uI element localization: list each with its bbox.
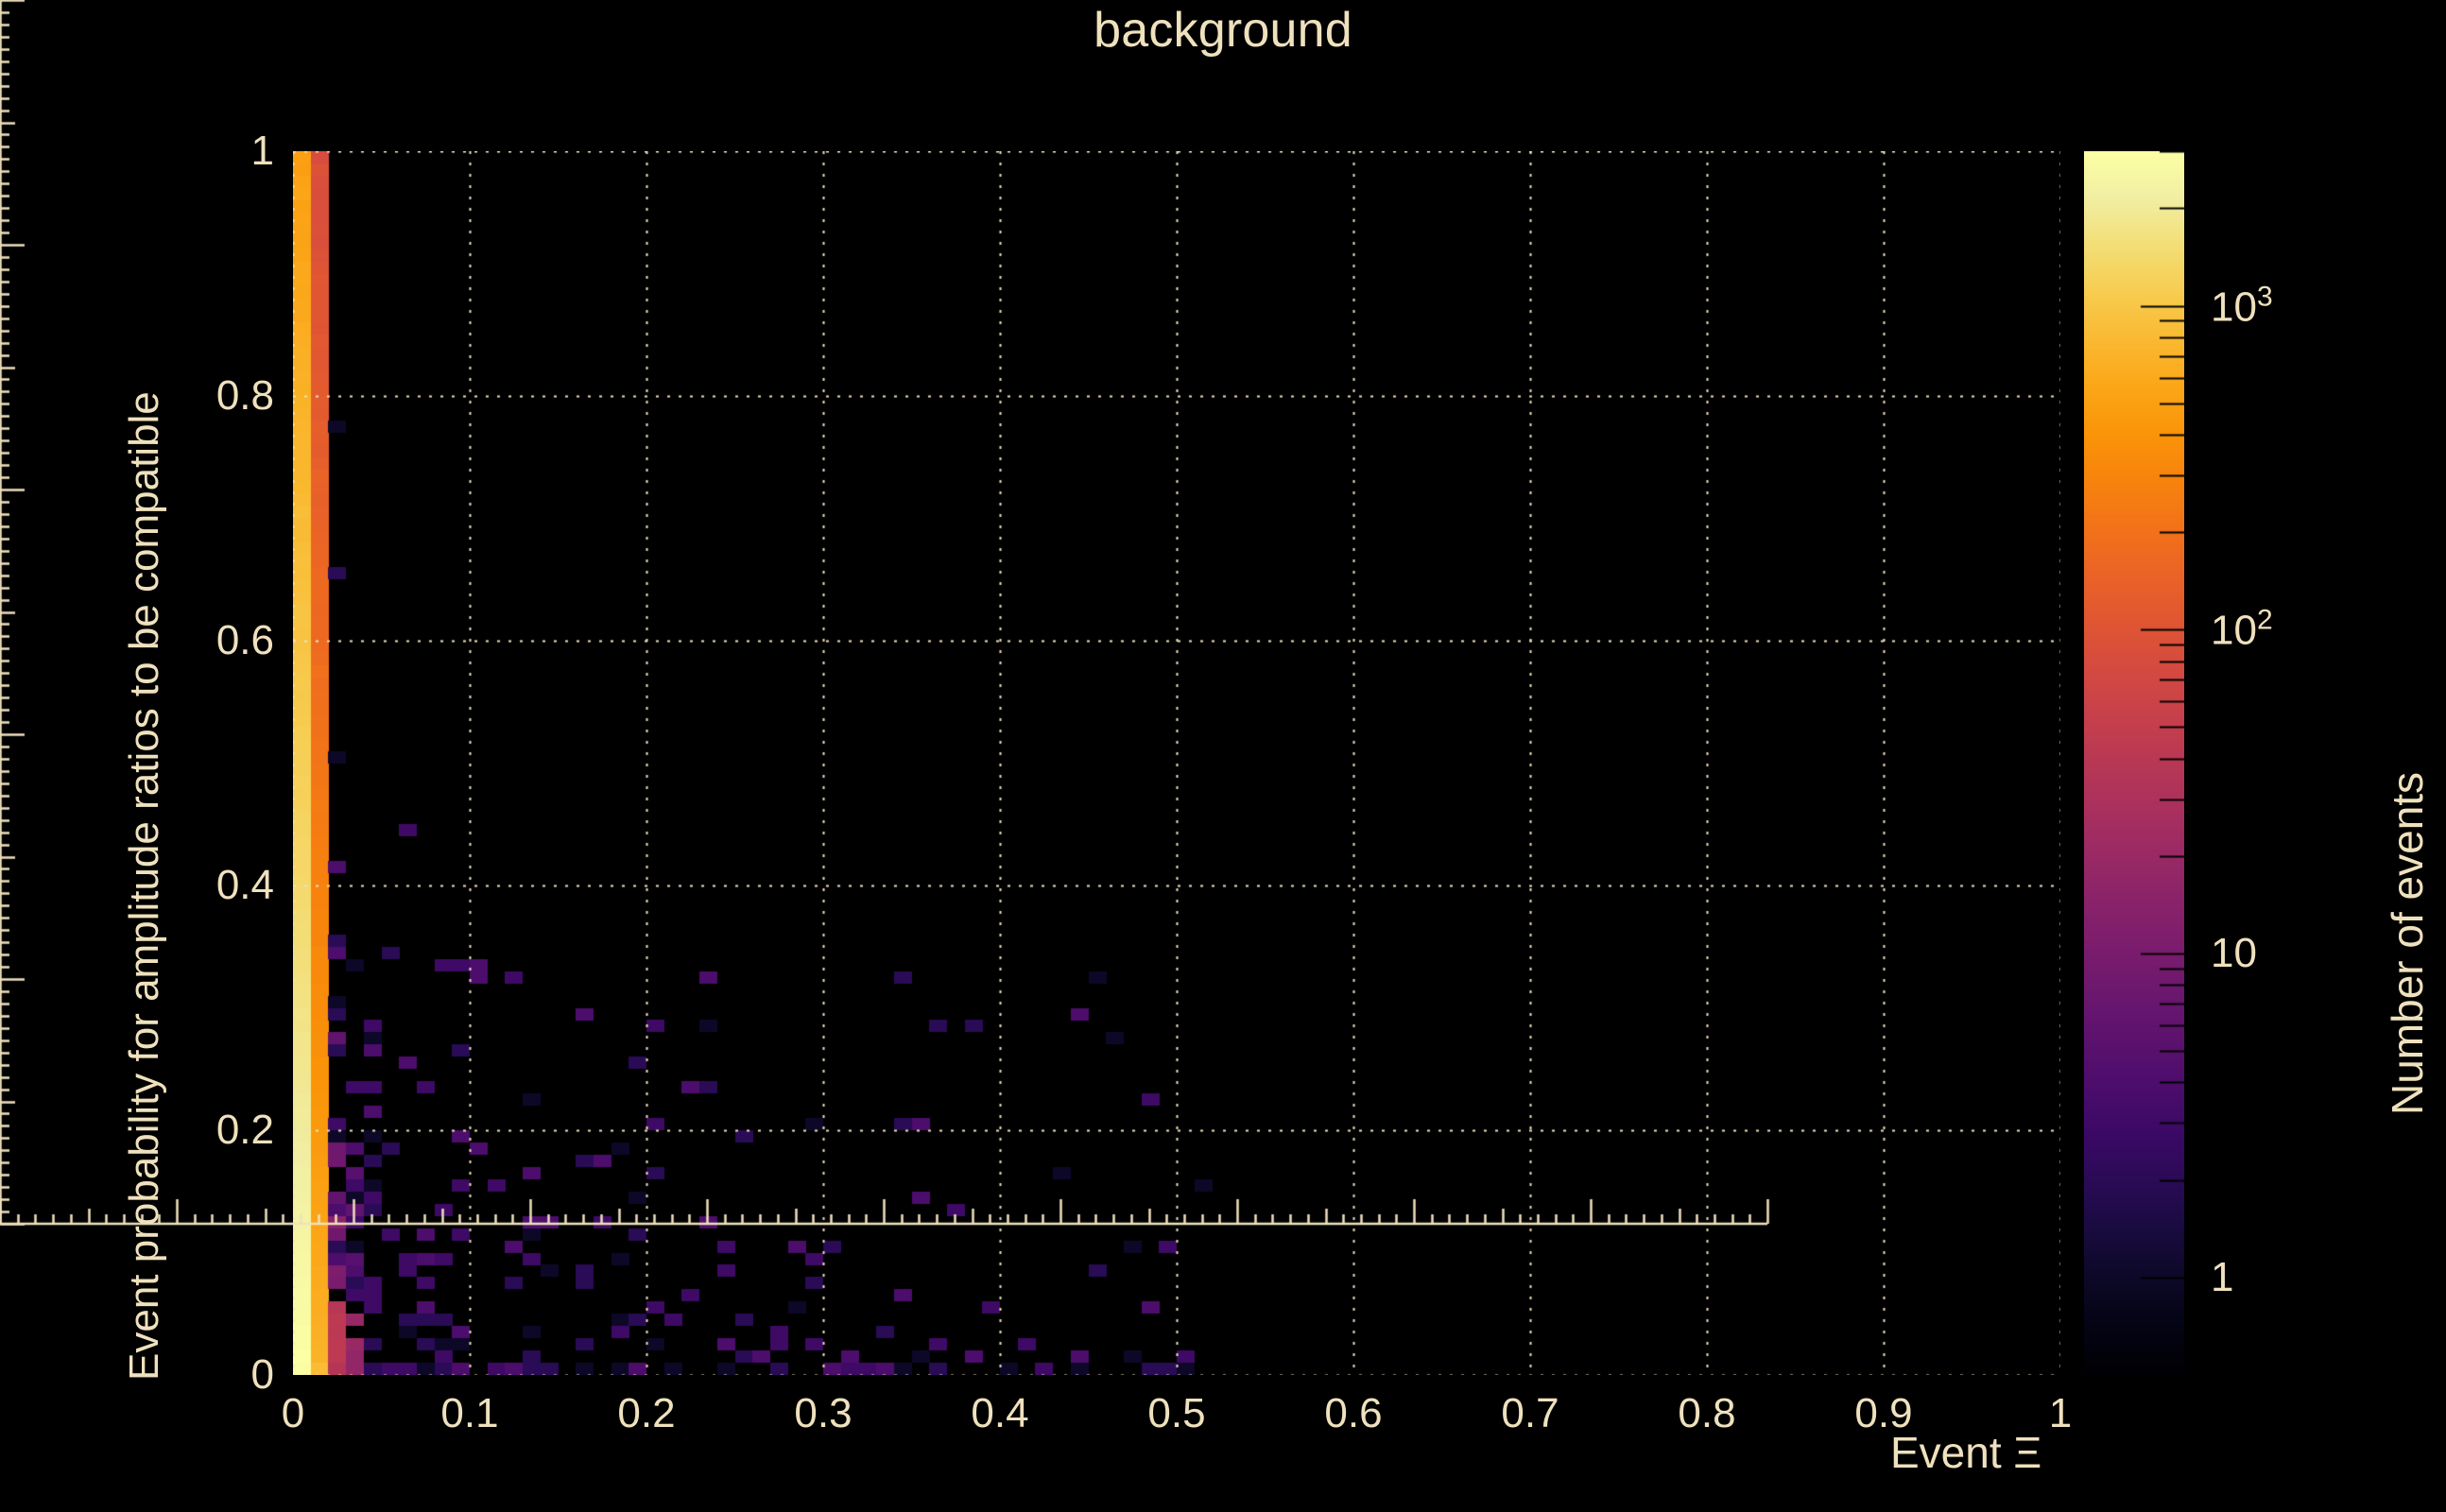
y-tick-label: 0.8: [215, 372, 274, 419]
x-tick-label: 0.7: [1501, 1390, 1559, 1436]
x-tick-label: 0: [281, 1390, 305, 1436]
x-axis-title: Event Ξ: [1890, 1428, 2042, 1477]
x-tick-label: 0.8: [1678, 1390, 1736, 1436]
colorbar-tick-label: 102: [2211, 604, 2273, 654]
colorbar-title: Number of events: [2383, 771, 2432, 1115]
y-tick-label: 1: [250, 128, 274, 174]
x-tick-label: 0.5: [1147, 1390, 1206, 1436]
y-tick-label: 0.4: [215, 862, 274, 908]
x-tick-label: 0.2: [617, 1390, 676, 1436]
colorbar-ticks: [2084, 151, 2184, 1375]
y-tick-label: 0.2: [215, 1107, 274, 1153]
x-tick-label: 0.9: [1854, 1390, 1913, 1436]
y-tick-label: 0.6: [215, 617, 274, 663]
x-tick-label: 0.4: [971, 1390, 1029, 1436]
x-tick-label: 0.3: [794, 1390, 853, 1436]
x-tick-label: 0.1: [440, 1390, 499, 1436]
x-tick-label: 1: [2048, 1390, 2073, 1436]
colorbar: [2084, 151, 2184, 1375]
axis-ticks-canvas: [0, 0, 1890, 1304]
y-axis-title: Event probability for amplitude ratios t…: [121, 391, 167, 1381]
y-tick-label: 0: [250, 1351, 274, 1398]
colorbar-tick-label: 1: [2211, 1253, 2234, 1300]
colorbar-tick-label: 103: [2211, 281, 2273, 330]
x-tick-label: 0.6: [1324, 1390, 1383, 1436]
colorbar-tick-label: 10: [2211, 930, 2257, 977]
